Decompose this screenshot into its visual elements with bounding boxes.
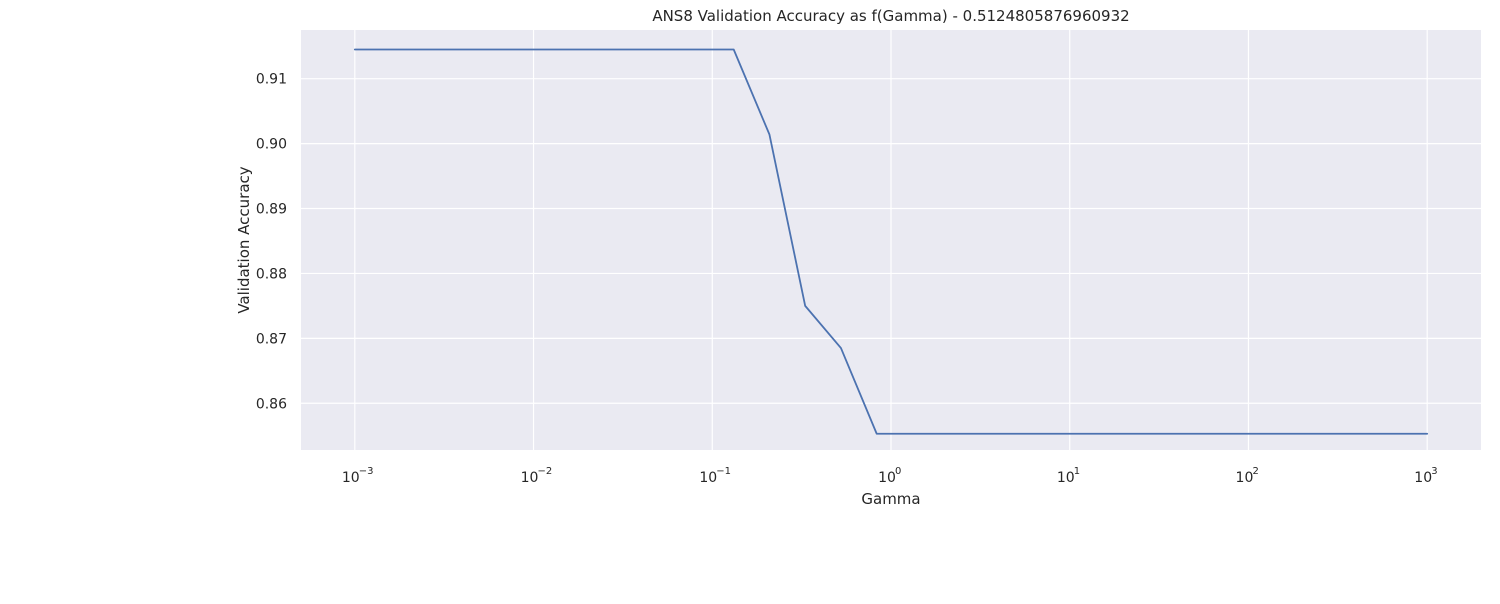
x-tick-exponent: 0 (895, 466, 901, 477)
x-tick-exponent: 1 (1074, 466, 1080, 477)
x-tick-label: 10 (342, 470, 360, 486)
y-tick-label: 0.87 (256, 331, 287, 347)
x-tick-exponent: 2 (1252, 466, 1258, 477)
series-line-0 (353, 48, 1429, 435)
chart-title: ANS8 Validation Accuracy as f(Gamma) - 0… (652, 7, 1129, 25)
y-axis-label: Validation Accuracy (235, 166, 253, 313)
y-tick-label: 0.90 (256, 137, 287, 153)
x-tick-label: 10 (878, 470, 896, 486)
x-axis-label: Gamma (861, 490, 920, 508)
y-tick-label: 0.86 (256, 396, 287, 412)
x-tick-label: 10 (521, 470, 539, 486)
x-tick-exponent: −1 (716, 466, 731, 477)
x-tick-exponent: −3 (359, 466, 374, 477)
x-axis-ticks: 10 −3 10 −2 10 −1 10 0 10 1 10 2 10 3 (342, 466, 1438, 486)
x-tick-exponent: −2 (538, 466, 553, 477)
y-tick-label: 0.88 (256, 266, 287, 282)
x-tick-label: 10 (1057, 470, 1075, 486)
series-layer (353, 48, 1429, 435)
y-axis-ticks: 0.86 0.87 0.88 0.89 0.90 0.91 (256, 72, 287, 413)
x-tick-label: 10 (1236, 470, 1254, 486)
x-tick-exponent: 3 (1431, 466, 1437, 477)
x-tick-label: 10 (699, 470, 717, 486)
x-tick-label: 10 (1414, 470, 1432, 486)
y-tick-label: 0.89 (256, 202, 287, 218)
y-tick-label: 0.91 (256, 72, 287, 88)
grid-lines (301, 30, 1481, 450)
